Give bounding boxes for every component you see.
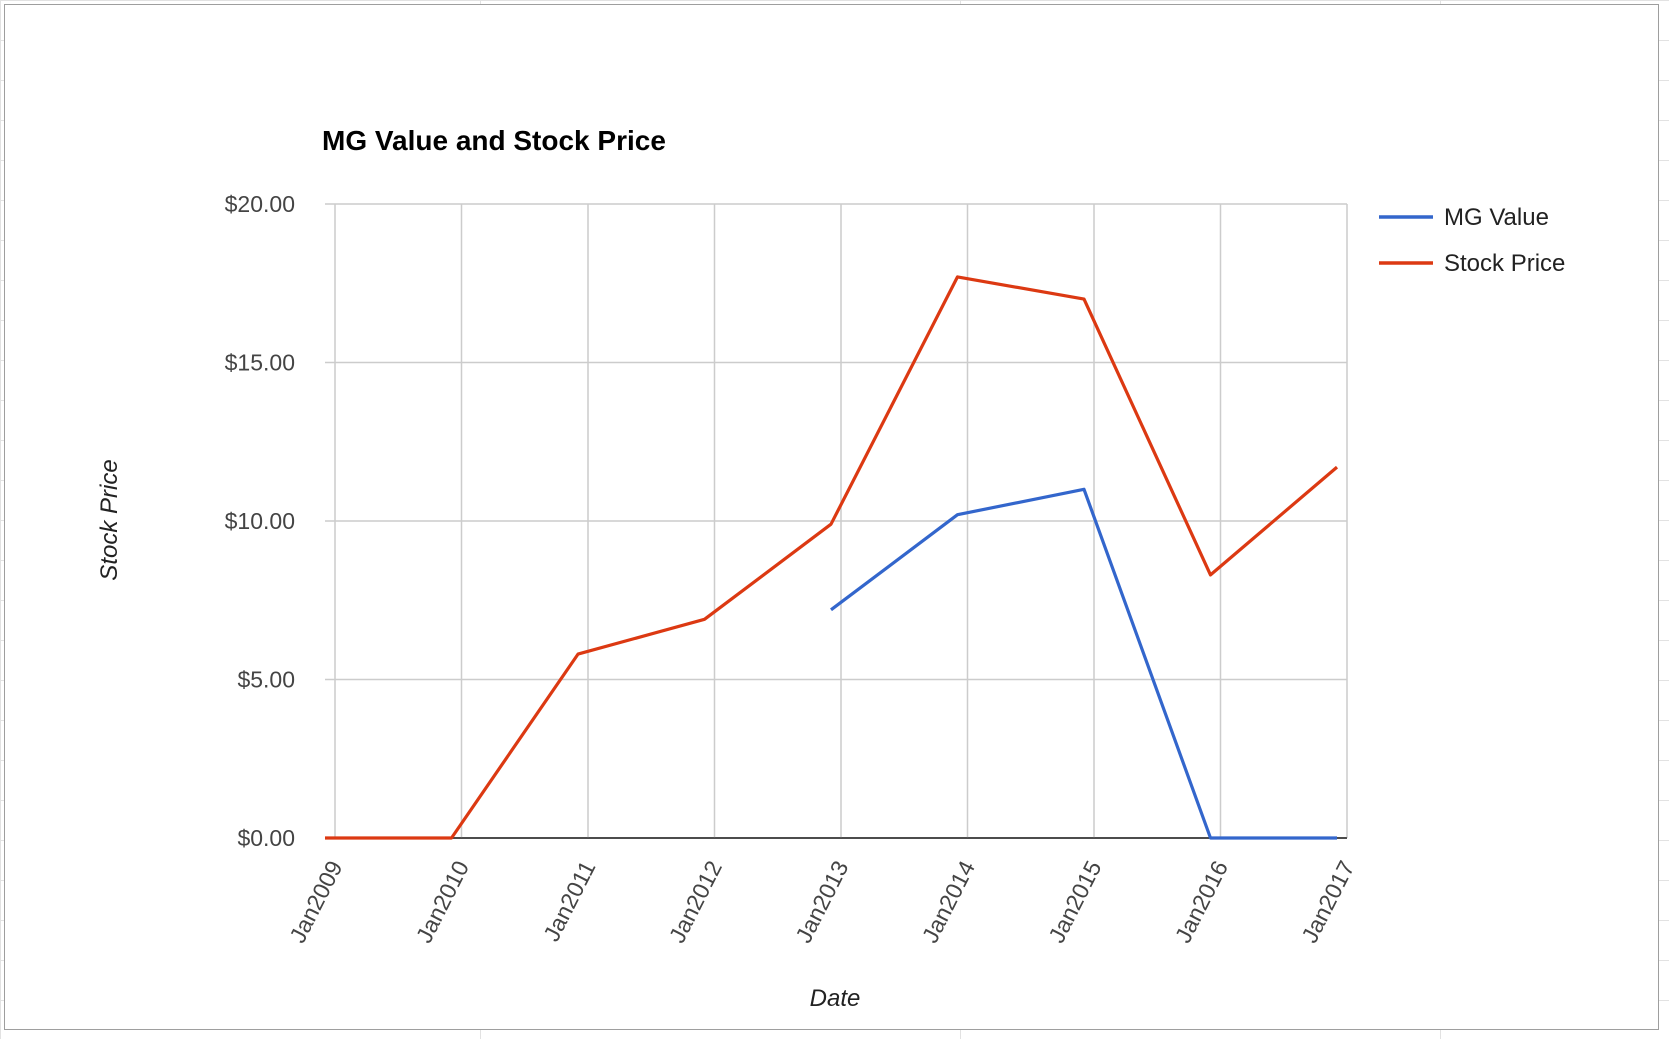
y-tick-label: $10.00 (225, 508, 295, 534)
legend-label: MG Value (1444, 204, 1549, 231)
x-tick-label: Jan2013 (790, 856, 853, 946)
chart-grid (325, 203, 1348, 839)
x-tick-label: Jan2015 (1043, 856, 1106, 946)
y-tick-label: $20.00 (225, 191, 295, 217)
chart-legend: MG Value Stock Price (1379, 204, 1565, 277)
series-line-mg-value (830, 487, 1337, 840)
y-axis-ticks: $0.00 $5.00 $10.00 $15.00 $20.00 (225, 191, 295, 851)
x-axis-ticks: Jan2009 Jan2010 Jan2011 Jan2012 Jan2013 Jan20… (284, 856, 1359, 947)
y-axis-title: Stock Price (96, 459, 123, 580)
x-tick-label: Jan2009 (284, 856, 347, 946)
x-tick-label: Jan2017 (1296, 856, 1359, 946)
x-tick-label: Jan2010 (411, 856, 474, 946)
y-tick-label: $15.00 (225, 350, 295, 376)
chart-title: MG Value and Stock Price (322, 125, 666, 156)
chart-frame[interactable] (4, 4, 1659, 1030)
legend-label: Stock Price (1444, 250, 1565, 277)
x-tick-label: Jan2011 (538, 856, 600, 945)
x-tick-label: Jan2016 (1170, 856, 1233, 946)
series-lines (324, 275, 1339, 840)
y-tick-label: $5.00 (237, 667, 295, 693)
series-line-stock-price (325, 275, 1339, 840)
x-tick-label: Jan2014 (917, 856, 980, 947)
x-tick-label: Jan2012 (664, 856, 727, 946)
y-tick-label: $0.00 (237, 825, 295, 851)
x-axis-title: Date (810, 985, 861, 1012)
